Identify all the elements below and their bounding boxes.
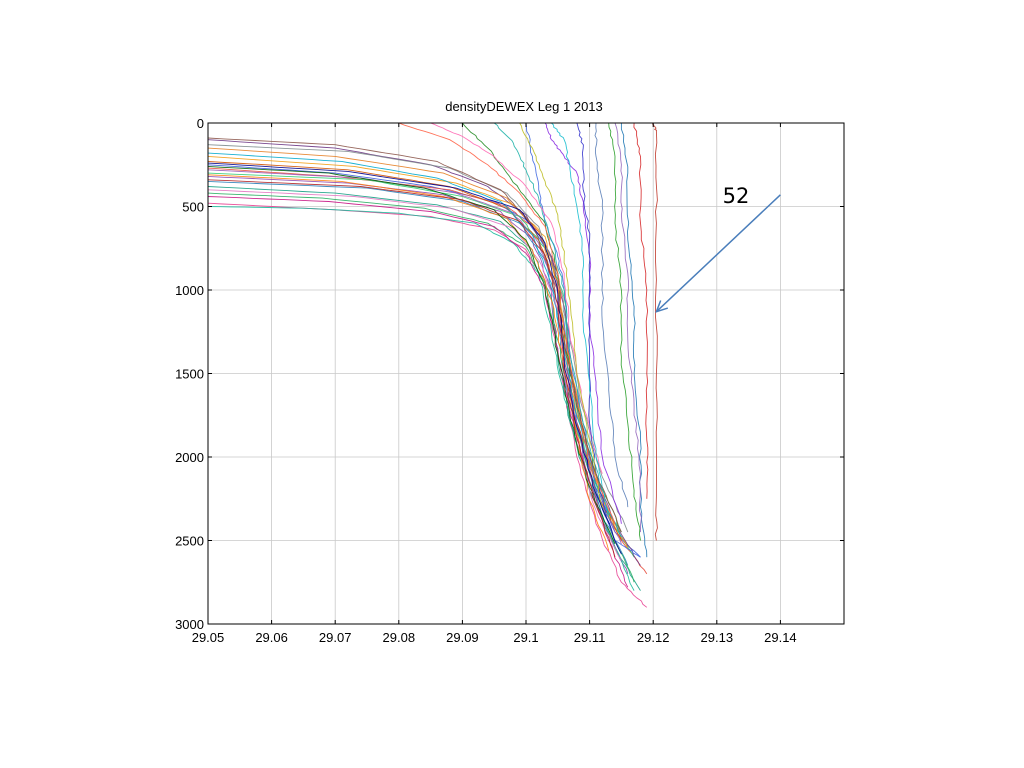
annotation-group: 52	[655, 184, 781, 313]
profile-line	[207, 174, 610, 551]
y-tick-label: 1500	[175, 367, 204, 382]
profile-line	[398, 122, 616, 524]
x-tick-label: 29.06	[255, 630, 288, 645]
series-group	[207, 122, 658, 608]
x-tick-label: 29.07	[319, 630, 352, 645]
profile-line	[551, 122, 610, 516]
profile-line	[608, 122, 641, 541]
y-tick-label: 2500	[175, 534, 204, 549]
profile-line	[207, 165, 616, 544]
axis-ticks: 29.05 29.06 29.07 29.08 29.09 29.1 29.11 29.12 2…	[175, 116, 844, 645]
x-tick-label: 29.05	[192, 630, 225, 645]
y-tick-label: 3000	[175, 617, 204, 632]
profile-line	[614, 122, 642, 533]
profile-line	[620, 123, 648, 558]
profile-line	[207, 179, 616, 558]
annotation-label: 52	[723, 184, 750, 208]
profile-line	[633, 122, 649, 499]
profile-line	[207, 144, 629, 533]
profile-line	[519, 122, 603, 508]
y-tick-label: 500	[182, 200, 204, 215]
x-tick-label: 29.14	[764, 630, 797, 645]
profile-line	[207, 162, 622, 555]
profile-line	[594, 122, 629, 508]
annotation-arrow	[655, 194, 781, 313]
annotation-arrowhead	[655, 300, 669, 313]
y-tick-label: 1000	[175, 283, 204, 298]
x-tick-label: 29.13	[701, 630, 734, 645]
profile-line	[544, 122, 622, 524]
x-tick-label: 29.09	[446, 630, 479, 645]
x-tick-label: 29.11	[574, 630, 606, 645]
profile-line	[430, 122, 603, 474]
x-tick-label: 29.1	[513, 630, 538, 645]
x-tick-label: 29.12	[637, 630, 670, 645]
y-tick-label: 2000	[175, 450, 204, 465]
profile-line	[493, 122, 603, 491]
y-tick-label: 0	[197, 116, 204, 131]
profile-line	[207, 152, 622, 538]
chart-title: densityDEWEX Leg 1 2013	[445, 99, 603, 114]
x-tick-label: 29.08	[383, 630, 416, 645]
profile-line	[576, 122, 610, 524]
